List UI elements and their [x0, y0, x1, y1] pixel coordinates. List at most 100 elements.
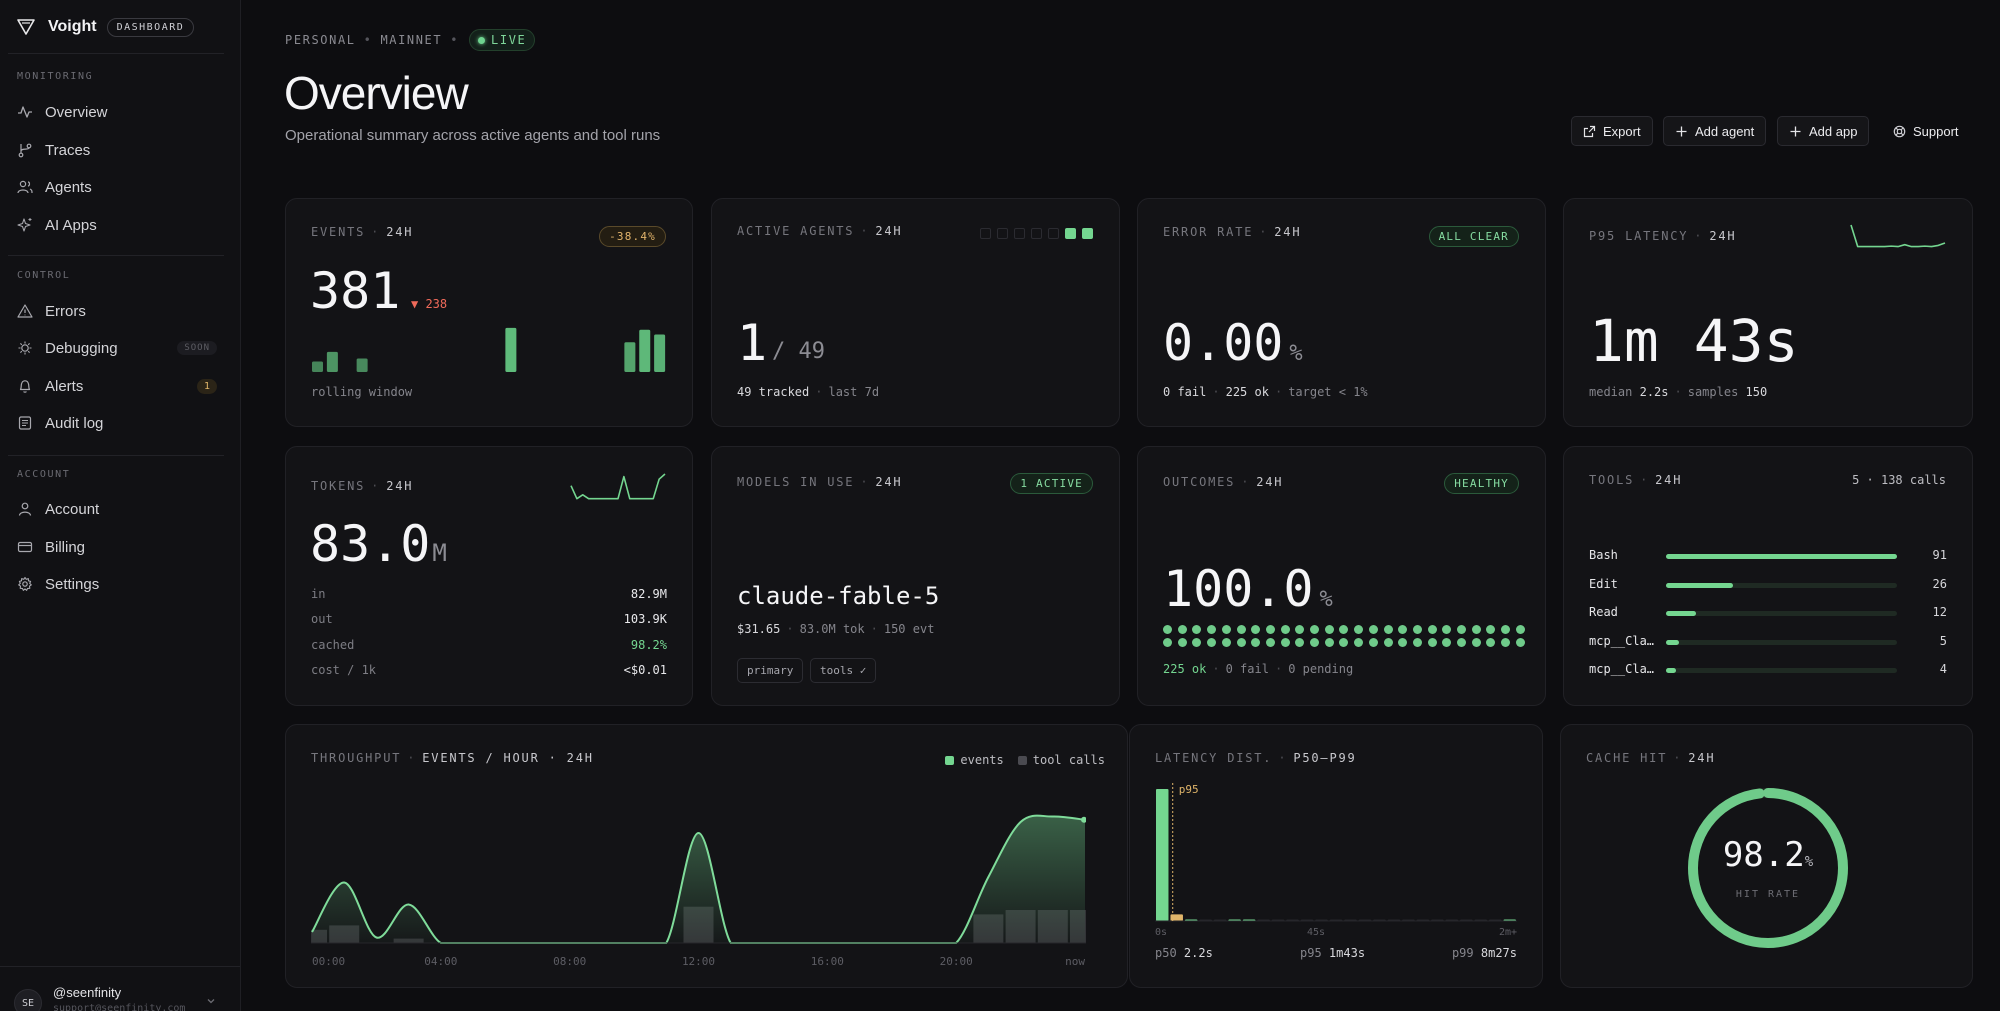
active-agents-card[interactable]: ACTIVE AGENTS · 24H 1 / 49 49 tracked · last…	[711, 198, 1120, 427]
outcome-dot	[1412, 625, 1422, 634]
tokens-row-cost: cost / 1k <$0.01	[311, 663, 667, 677]
outcome-dot	[1427, 625, 1437, 634]
tool-row[interactable]: Edit 26	[1589, 577, 1947, 593]
sidebar-item-errors[interactable]: Errors	[17, 297, 217, 325]
add-app-button[interactable]: Add app	[1777, 116, 1870, 146]
latency-p50: p50 2.2s	[1155, 946, 1213, 960]
tool-row[interactable]: mcp__Cla… 4	[1589, 662, 1947, 678]
tool-row[interactable]: mcp__Cla… 5	[1589, 634, 1947, 650]
events-bar	[639, 329, 651, 372]
outcome-dot	[1471, 638, 1481, 647]
outcome-dot	[1368, 625, 1378, 634]
models-card[interactable]: MODELS IN USE · 24H 1 ACTIVE claude-fable-…	[711, 446, 1120, 706]
legend-label-events: events	[960, 753, 1004, 767]
plus-icon	[1676, 126, 1687, 136]
sidebar-item-label: Settings	[45, 575, 100, 593]
events-bar	[312, 361, 323, 372]
tool-row[interactable]: Bash 91	[1589, 548, 1947, 564]
outcome-dot	[1427, 638, 1437, 647]
agent-dot	[1031, 228, 1042, 239]
user-menu[interactable]: SE @seenfinity support@seenfinity.com	[0, 966, 240, 1011]
bell-icon	[19, 380, 31, 393]
outcome-dot	[1236, 625, 1246, 634]
outcome-dot	[1310, 638, 1319, 647]
active-agents-value: 1	[737, 314, 768, 372]
add-app-button-label: Add app	[1809, 123, 1858, 139]
cache-hit-card[interactable]: CACHE HIT · 24H 98.2% HIT RATE	[1560, 724, 1973, 988]
sidebar-item-debugging[interactable]: Debugging SOON	[17, 334, 217, 362]
p95-sparkline-path	[1850, 224, 1946, 248]
events-card[interactable]: EVENTS · 24H -38.4% 381 ▼ 238 rolling wind…	[285, 198, 693, 427]
outcome-dot	[1339, 625, 1349, 634]
model-stats: $31.65 · 83.0M tok · 150 evt	[737, 622, 935, 636]
x-tick-label: 04:00	[424, 955, 457, 968]
sidebar-item-account[interactable]: Account	[17, 495, 217, 523]
tool-name: mcp__Cla…	[1589, 633, 1655, 648]
agent-dot	[1065, 228, 1076, 239]
agent-dot	[1048, 228, 1059, 239]
sidebar-item-label: Debugging	[45, 339, 118, 357]
card-label: P95 LATENCY · 24H	[1589, 229, 1737, 243]
outcome-dot	[1324, 625, 1334, 634]
sidebar-item-billing[interactable]: Billing	[17, 533, 217, 561]
legend-swatch-events	[945, 755, 955, 765]
divider	[8, 455, 224, 456]
breadcrumb-item[interactable]: MAINNET	[380, 33, 443, 47]
model-name: claude-fable-5	[737, 582, 940, 610]
outcome-dot	[1265, 625, 1275, 634]
sidebar-item-label: Overview	[45, 103, 108, 121]
sidebar-item-alerts[interactable]: Alerts 1	[17, 372, 217, 400]
tool-row[interactable]: Read 12	[1589, 605, 1947, 621]
sidebar-item-settings[interactable]: Settings	[17, 570, 217, 598]
card-label: ACTIVE AGENTS · 24H	[737, 224, 903, 238]
breadcrumb-item[interactable]: PERSONAL	[285, 33, 356, 47]
sidebar-item-audit-log[interactable]: Audit log	[17, 409, 217, 437]
events-last-point	[1081, 816, 1086, 823]
p95-latency-card[interactable]: P95 LATENCY · 24H 1m 43s median 2.2s · sampl…	[1563, 198, 1973, 427]
add-agent-button[interactable]: Add agent	[1663, 116, 1767, 146]
sidebar-item-ai-apps[interactable]: AI Apps	[17, 211, 217, 239]
error-rate-card[interactable]: ERROR RATE · 24H ALL CLEAR 0.00% 0 fail · 22…	[1137, 198, 1546, 427]
outcome-dot	[1471, 625, 1481, 634]
outcome-dot	[1221, 625, 1231, 634]
tool-bar-track	[1666, 611, 1897, 616]
tools-card[interactable]: TOOLS · 24H 5 · 138 calls Bash 91 Edit 26 Read…	[1563, 446, 1973, 706]
outcome-dot	[1177, 625, 1187, 634]
outcome-dot	[1501, 625, 1511, 634]
lifebuoy-icon	[1893, 125, 1906, 137]
tool-name: mcp__Cla…	[1589, 662, 1655, 676]
events-sparkbars	[312, 327, 666, 372]
tokens-card[interactable]: TOKENS · 24H 83.0M in 82.9M out 103.9K cache…	[285, 446, 693, 706]
tokens-row-out: out 103.9K	[311, 612, 667, 626]
outcomes-value: 100.0%	[1163, 560, 1333, 618]
section-title-account: ACCOUNT	[17, 469, 71, 480]
tool-name: Edit	[1589, 576, 1618, 591]
outcomes-card[interactable]: OUTCOMES · 24H HEALTHY 100.0% 225 ok · 0 fai…	[1137, 446, 1546, 706]
section-title-control: CONTROL	[17, 270, 71, 281]
live-dot-icon	[478, 36, 486, 44]
sidebar-item-label: Traces	[45, 141, 91, 159]
export-button[interactable]: Export	[1571, 116, 1653, 146]
sidebar-item-traces[interactable]: Traces	[17, 136, 217, 164]
avatar: SE	[14, 989, 42, 1011]
tokens-sparkline	[570, 473, 666, 500]
brand[interactable]: Voight DASHBOARD	[16, 15, 195, 39]
sidebar-item-overview[interactable]: Overview	[17, 98, 217, 126]
x-tick-label: 08:00	[553, 955, 586, 968]
throughput-card[interactable]: THROUGHPUT · EVENTS / HOUR · 24H events to…	[285, 724, 1128, 988]
export-button-label: Export	[1603, 123, 1641, 139]
outcome-dot	[1486, 625, 1496, 634]
support-button[interactable]: Support	[1881, 116, 1971, 146]
cache-hit-caption: HIT RATE	[1735, 889, 1801, 900]
latency-p95: p95 1m43s	[1300, 946, 1366, 960]
latency-dist-card[interactable]: LATENCY DIST. · P50–P99 p95 0s 45s 2m+ p50 2.…	[1129, 724, 1543, 988]
tokens-row-cached: cached 98.2%	[311, 638, 667, 652]
outcome-dot	[1383, 638, 1393, 647]
sidebar-item-agents[interactable]: Agents	[17, 173, 217, 201]
outcome-dot	[1192, 638, 1202, 647]
tool-count: 91	[1932, 548, 1947, 562]
model-tag: primary	[737, 658, 804, 683]
agent-dot	[1014, 228, 1025, 239]
card-label: LATENCY DIST. · P50–P99	[1155, 751, 1357, 765]
page-subtitle: Operational summary across active agents…	[285, 127, 661, 144]
